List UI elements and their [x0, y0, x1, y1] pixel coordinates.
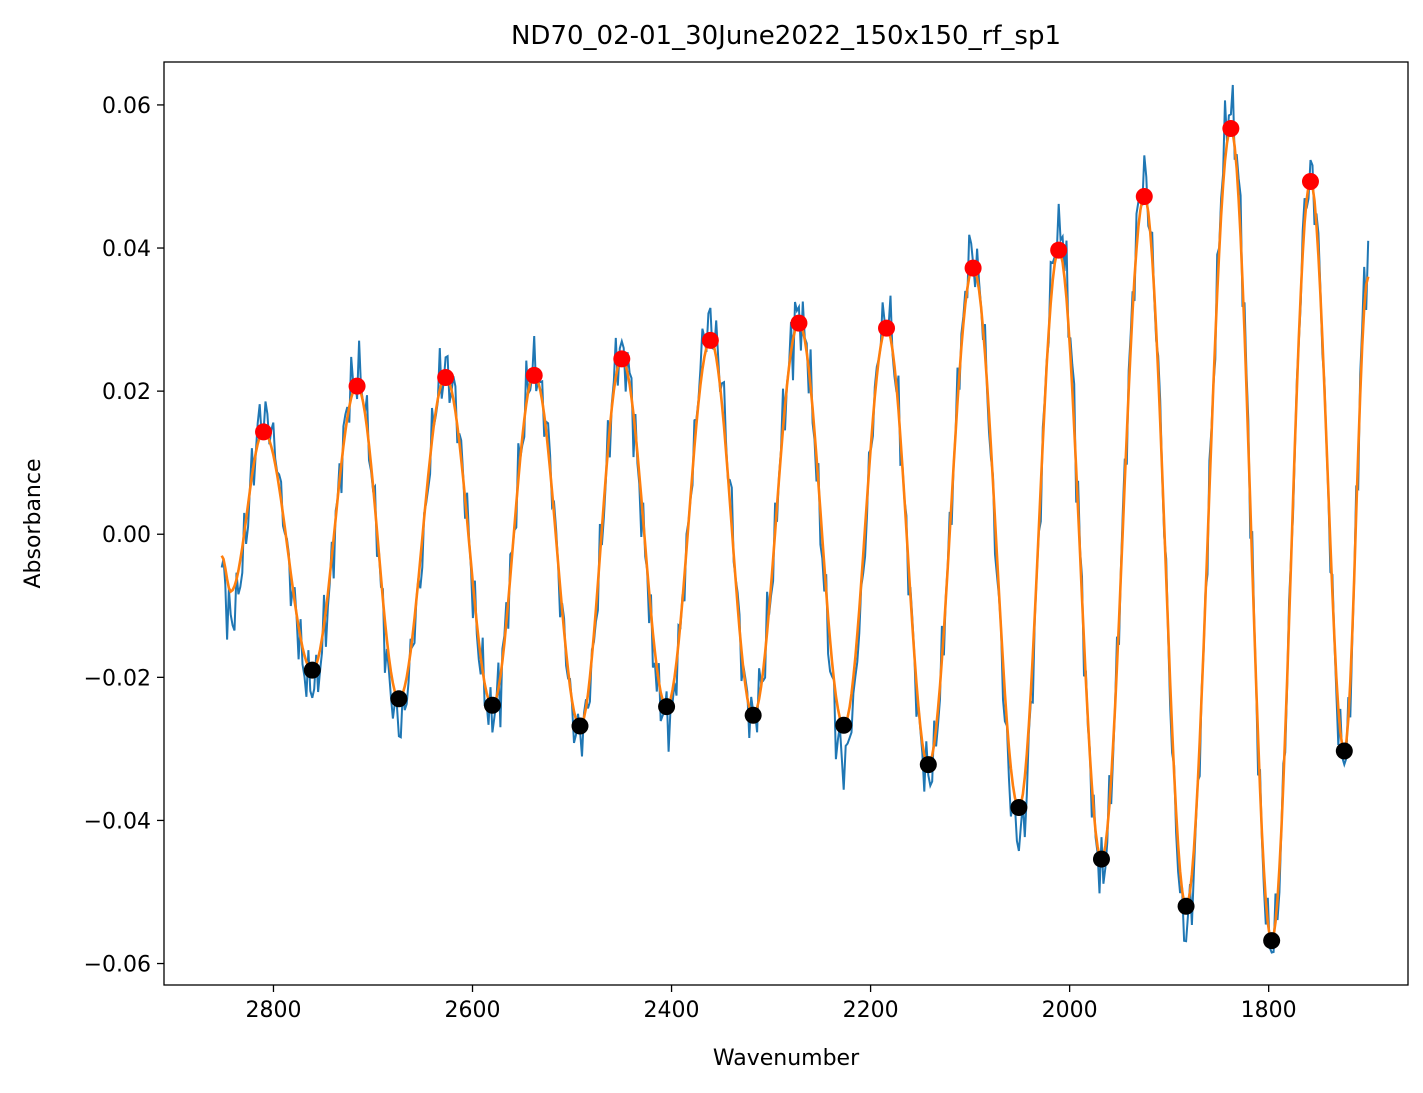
x-tick-label: 2600: [445, 998, 501, 1023]
x-tick-label: 2800: [245, 998, 301, 1023]
peak-minimum-marker: [919, 756, 937, 774]
y-tick-label: 0.02: [102, 380, 151, 405]
peak-minimum-marker: [1010, 799, 1028, 817]
peak-maximum-marker: [790, 314, 808, 332]
y-tick-label: 0.06: [102, 94, 151, 119]
peak-maximum-marker: [701, 331, 719, 349]
peak-maximum-marker: [1135, 188, 1153, 206]
x-axis: 2800 2600 2400 2200 2000 1800: [245, 985, 1297, 1023]
plot-area: [220, 84, 1370, 954]
peak-minimum-marker: [1335, 742, 1353, 760]
peak-minimum-marker: [390, 690, 408, 708]
y-tick-label: −0.04: [84, 809, 151, 834]
axes-frame: [163, 61, 1409, 986]
peak-minimum-marker: [1092, 850, 1110, 868]
x-axis-label: Wavenumber: [713, 1046, 860, 1071]
peak-maximum-marker: [348, 377, 366, 395]
y-axis: 0.06 0.04 0.02 0.00 −0.02 −0.04 −0.06: [84, 94, 164, 978]
peak-maximum-marker: [1222, 120, 1240, 138]
y-axis-label: Absorbance: [21, 458, 46, 588]
x-tick-label: 2400: [644, 998, 700, 1023]
peak-minimum-marker: [483, 696, 501, 714]
peak-maximum-marker: [255, 423, 273, 441]
y-tick-label: −0.06: [84, 953, 151, 978]
chart-title: ND70_02-01_30June2022_150x150_rf_sp1: [511, 21, 1061, 51]
peak-maximum-marker: [878, 319, 896, 337]
peak-maximum-marker: [613, 350, 631, 368]
peak-minimum-marker: [303, 661, 321, 679]
peak-minimum-marker: [571, 717, 589, 735]
peak-maximum-marker: [1050, 241, 1068, 259]
y-tick-label: 0.00: [102, 523, 151, 548]
x-tick-label: 2200: [843, 998, 899, 1023]
peak-maximum-marker: [1301, 172, 1319, 190]
peak-minimum-marker: [744, 706, 762, 724]
peak-maximum-marker: [437, 369, 455, 387]
y-tick-label: 0.04: [102, 237, 151, 262]
peak-minimum-marker: [1177, 897, 1195, 915]
peak-maximum-marker: [964, 259, 982, 277]
x-tick-label: 2000: [1042, 998, 1098, 1023]
peak-minimum-marker: [835, 716, 853, 734]
peak-minimum-marker: [658, 698, 676, 716]
peak-maximum-marker: [525, 366, 543, 384]
peak-minimum-marker: [1263, 932, 1281, 950]
x-tick-label: 1800: [1241, 998, 1297, 1023]
y-tick-label: −0.02: [84, 666, 151, 691]
